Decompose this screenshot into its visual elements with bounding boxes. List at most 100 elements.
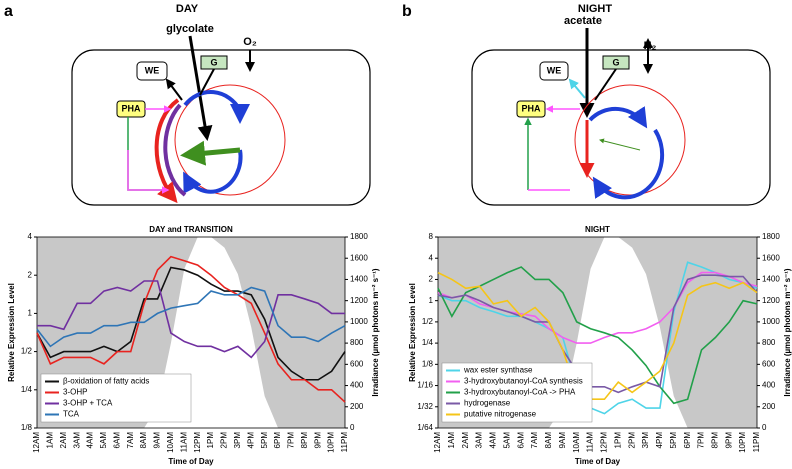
- y-tick-label: 2: [429, 275, 434, 284]
- x-tick-label: 5PM: [260, 432, 269, 449]
- box-label: WE: [145, 65, 160, 75]
- cell: [71, 49, 371, 206]
- y2-tick-label: 200: [350, 402, 364, 411]
- x-tick-label: 4PM: [655, 432, 664, 449]
- y-tick-label: 4: [28, 232, 33, 241]
- x-tick-label: 10AM: [572, 432, 581, 453]
- y2-tick-label: 1800: [350, 232, 368, 241]
- arrow: [127, 150, 170, 194]
- x-tick-label: 10PM: [327, 432, 336, 453]
- box: [516, 100, 546, 118]
- arrow: [165, 78, 183, 101]
- x-tick-label: 7PM: [287, 432, 296, 449]
- x-tick-label: 3AM: [72, 432, 81, 449]
- legend-label: putative nitrogenase: [464, 410, 537, 419]
- series-line: [36, 266, 346, 381]
- y2-tick-label: 200: [762, 402, 776, 411]
- box-label: PHA: [521, 103, 541, 113]
- legend-box: [40, 373, 192, 423]
- y2-tick-label: 400: [350, 381, 364, 390]
- legend-label: 3-OHP + TCA: [63, 399, 113, 408]
- x-tick-label: 1AM: [447, 432, 456, 449]
- box-label: G: [210, 57, 217, 67]
- y-tick-label: 1/16: [417, 381, 433, 390]
- x-axis-label: Time of Day: [575, 457, 621, 466]
- chart-title: NIGHT: [585, 225, 610, 234]
- x-tick-label: 1AM: [46, 432, 55, 449]
- x-tick-label: 3AM: [475, 432, 484, 449]
- y-tick-label: 1/4: [21, 385, 33, 394]
- x-tick-label: 9AM: [153, 432, 162, 449]
- y2-tick-label: 1600: [762, 253, 780, 262]
- y-axis-label: Relative Expression Level: [7, 283, 16, 382]
- x-tick-label: 2AM: [59, 432, 68, 449]
- x-tick-label: 12AM: [32, 432, 41, 453]
- x-tick-label: 11AM: [179, 432, 188, 453]
- arrow: [199, 68, 215, 96]
- legend-label: wax ester synthase: [463, 366, 533, 375]
- y2-tick-label: 600: [350, 359, 364, 368]
- box-label: PHA: [121, 103, 141, 113]
- y-tick-label: 1/8: [422, 359, 434, 368]
- legend-box: [441, 362, 593, 423]
- arrow: [188, 35, 213, 141]
- y-tick-label: 1/2: [21, 347, 33, 356]
- x-tick-label: 2AM: [461, 432, 470, 449]
- y2-tick-label: 800: [762, 338, 776, 347]
- series-line: [437, 261, 758, 415]
- x-tick-label: 6AM: [112, 432, 121, 449]
- x-tick-label: 4AM: [86, 432, 95, 449]
- x-tick-label: 4AM: [489, 432, 498, 449]
- box: [539, 61, 569, 81]
- x-tick-label: 7PM: [697, 432, 706, 449]
- y2-axis-label: Irradiance (µmol photons m⁻² s⁻¹): [371, 268, 380, 397]
- cycle: [592, 128, 665, 200]
- x-tick-label: 8AM: [544, 432, 553, 449]
- diagram-a: a DAY glycolate O₂ WE G PHA: [4, 3, 371, 206]
- y-tick-label: 4: [429, 253, 434, 262]
- cycle: [163, 103, 187, 197]
- y-axis-label: Relative Expression Level: [408, 283, 417, 382]
- y-tick-label: 1/8: [21, 423, 33, 432]
- x-tick-label: 6AM: [516, 432, 525, 449]
- y2-tick-label: 1200: [350, 296, 368, 305]
- y2-tick-label: 1200: [762, 296, 780, 305]
- x-tick-label: 10PM: [738, 432, 747, 453]
- x-tick-label: 3PM: [641, 432, 650, 449]
- y-tick-label: 8: [429, 232, 434, 241]
- y2-tick-label: 1400: [762, 275, 780, 284]
- chart-title: DAY and TRANSITION: [149, 225, 233, 234]
- y-tick-label: 1: [429, 296, 434, 305]
- gas: O₂: [243, 36, 257, 48]
- x-axis-label: Time of Day: [168, 457, 214, 466]
- x-tick-label: 4PM: [246, 432, 255, 449]
- gas: H₂: [644, 40, 657, 52]
- x-tick-label: 11AM: [586, 432, 595, 453]
- y-tick-label: 1/32: [417, 402, 433, 411]
- box: [136, 61, 168, 81]
- legend-label: 3-OHP: [63, 388, 87, 397]
- x-tick-label: 9PM: [313, 432, 322, 449]
- cycle: [174, 84, 286, 196]
- cycle: [183, 90, 250, 124]
- x-tick-label: 12PM: [600, 432, 609, 453]
- y-tick-label: 1/2: [422, 317, 434, 326]
- plot-frame: [36, 236, 346, 429]
- x-tick-label: 8PM: [711, 432, 720, 449]
- metabolite: glycolate: [166, 23, 214, 35]
- x-tick-label: 9AM: [558, 432, 567, 449]
- y-tick-label: 1/4: [422, 338, 434, 347]
- y-tick-label: 1: [28, 309, 33, 318]
- cycle: [574, 84, 686, 196]
- x-tick-label: 1PM: [206, 432, 215, 449]
- x-tick-label: 2PM: [220, 432, 229, 449]
- panel-letter: a: [4, 3, 13, 20]
- y2-tick-label: 0: [762, 423, 767, 432]
- panel-letter: b: [402, 3, 412, 20]
- box-label: WE: [547, 65, 562, 75]
- cycle: [588, 106, 648, 129]
- y2-tick-label: 600: [762, 359, 776, 368]
- x-tick-label: 8PM: [300, 432, 309, 449]
- y2-tick-label: 800: [350, 338, 364, 347]
- x-tick-label: 6PM: [683, 432, 692, 449]
